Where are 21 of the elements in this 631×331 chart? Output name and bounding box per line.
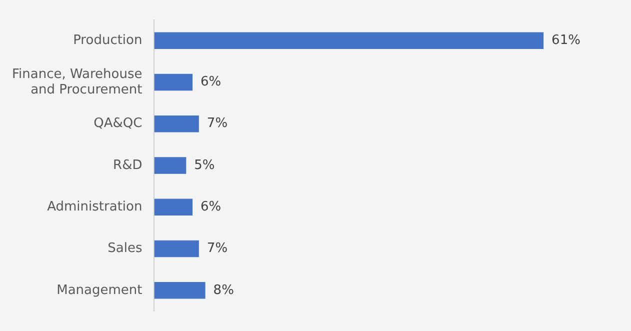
bar <box>154 116 199 132</box>
bar <box>154 157 186 174</box>
y-tick-label: Finance, Warehouse and Procurement <box>12 66 142 98</box>
data-label: 5% <box>194 158 215 173</box>
data-label: 8% <box>213 282 234 298</box>
data-label: 7% <box>206 116 228 132</box>
bar <box>154 32 544 49</box>
bar <box>154 198 193 216</box>
y-tick-label: Production <box>73 32 142 48</box>
y-tick-label: Sales <box>108 241 142 256</box>
bar <box>154 74 193 91</box>
y-tick-label: Administration <box>47 200 142 215</box>
y-tick-label: R&D <box>113 158 142 173</box>
data-label: 6% <box>200 200 222 215</box>
y-tick-label: Management <box>56 282 142 298</box>
data-label: 7% <box>206 241 228 256</box>
bar <box>154 240 199 258</box>
y-tick-label: QA&QC <box>94 116 142 132</box>
data-label: 6% <box>200 74 222 90</box>
data-label: 61% <box>552 32 580 48</box>
bar <box>154 282 206 299</box>
